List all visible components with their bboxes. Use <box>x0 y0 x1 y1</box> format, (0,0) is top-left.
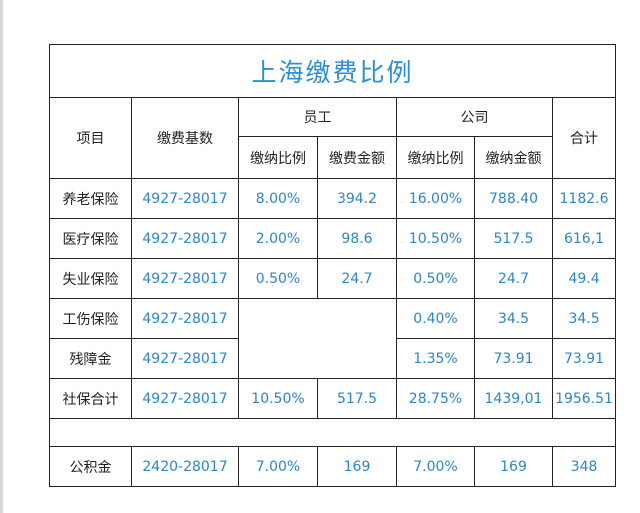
row-emp-amount: 24.7 <box>317 258 397 299</box>
row-base: 4927-28017 <box>131 338 239 379</box>
row-base: 4927-28017 <box>131 218 239 259</box>
left-edge-border <box>0 0 3 513</box>
row-label: 残障金 <box>49 338 132 379</box>
row-co-ratio: 7.00% <box>396 446 475 487</box>
row-label: 失业保险 <box>49 258 132 299</box>
row-co-amount: 788.40 <box>474 178 553 219</box>
row-emp-ratio: 8.00% <box>238 178 318 219</box>
row-label: 公积金 <box>49 446 132 487</box>
row-label: 养老保险 <box>49 178 132 219</box>
header-emp-ratio: 缴纳比例 <box>238 136 318 179</box>
table-row-social-total: 社保合计 4927-28017 10.50% 517.5 28.75% 1439… <box>49 378 617 419</box>
table-row-housing-fund: 公积金 2420-28017 7.00% 169 7.00% 169 348 <box>49 446 617 487</box>
row-base: 4927-28017 <box>131 298 239 339</box>
row-total: 348 <box>551 446 617 487</box>
table-row-injury: 工伤保险 4927-28017 0.40% 34.5 34.5 <box>49 298 617 379</box>
row-total: 73.91 <box>551 338 617 379</box>
table-title: 上海缴费比例 <box>48 44 617 98</box>
row-emp-amount: 169 <box>317 446 397 487</box>
row-emp-amount: 394.2 <box>317 178 397 219</box>
row-co-amount: 169 <box>474 446 553 487</box>
spacer-row <box>48 418 617 447</box>
row-emp-amount: 517.5 <box>317 378 397 419</box>
header-co-amount: 缴纳金额 <box>474 136 553 179</box>
header-emp-amount: 缴费金额 <box>317 136 397 179</box>
header-co-ratio: 缴纳比例 <box>396 136 475 179</box>
row-co-ratio: 0.50% <box>396 258 475 299</box>
row-emp-ratio: 2.00% <box>238 218 318 259</box>
table-row-unemployment: 失业保险 4927-28017 0.50% 24.7 0.50% 24.7 49… <box>49 258 617 299</box>
row-label: 工伤保险 <box>49 298 132 339</box>
row-total: 616,1 <box>551 218 617 259</box>
row-base: 4927-28017 <box>131 258 239 299</box>
header-employee: 员工 <box>238 97 397 137</box>
row-emp-ratio: 10.50% <box>238 378 318 419</box>
row-base: 2420-28017 <box>131 446 239 487</box>
header-base: 缴费基数 <box>131 97 239 179</box>
row-total: 49.4 <box>551 258 617 299</box>
table-row-pension: 养老保险 4927-28017 8.00% 394.2 16.00% 788.4… <box>49 178 617 219</box>
row-co-amount: 73.91 <box>474 338 553 379</box>
row-base: 4927-28017 <box>131 378 239 419</box>
header-item: 项目 <box>49 97 132 179</box>
spacer-cell <box>48 418 617 447</box>
row-total: 1182.6 <box>551 178 617 219</box>
header-company: 公司 <box>396 97 553 137</box>
row-co-amount: 517.5 <box>474 218 553 259</box>
row-label: 社保合计 <box>49 378 132 419</box>
row-emp-ratio: 0.50% <box>238 258 318 299</box>
table-row-disability: 残障金 4927-28017 1.35% 73.91 73.91 <box>49 338 617 379</box>
table-row-medical: 医疗保险 4927-28017 2.00% 98.6 10.50% 517.5 … <box>49 218 617 259</box>
row-total: 34.5 <box>551 298 617 339</box>
row-base: 4927-28017 <box>131 178 239 219</box>
row-emp-amount: 98.6 <box>317 218 397 259</box>
contribution-table: 上海缴费比例 项目 缴费基数 员工 公司 合计 缴纳比例 缴费金额 缴纳比例 缴… <box>48 44 617 487</box>
row-co-ratio: 1.35% <box>396 338 475 379</box>
row-label: 医疗保险 <box>49 218 132 259</box>
row-co-amount: 34.5 <box>474 298 553 339</box>
row-co-ratio: 0.40% <box>396 298 475 339</box>
row-co-amount: 1439,01 <box>474 378 553 419</box>
header-total: 合计 <box>551 97 617 179</box>
row-co-ratio: 10.50% <box>396 218 475 259</box>
employee-empty-cell <box>238 298 397 379</box>
row-co-amount: 24.7 <box>474 258 553 299</box>
row-total: 1956.51 <box>551 378 617 419</box>
row-co-ratio: 28.75% <box>396 378 475 419</box>
row-emp-ratio: 7.00% <box>238 446 318 487</box>
row-co-ratio: 16.00% <box>396 178 475 219</box>
